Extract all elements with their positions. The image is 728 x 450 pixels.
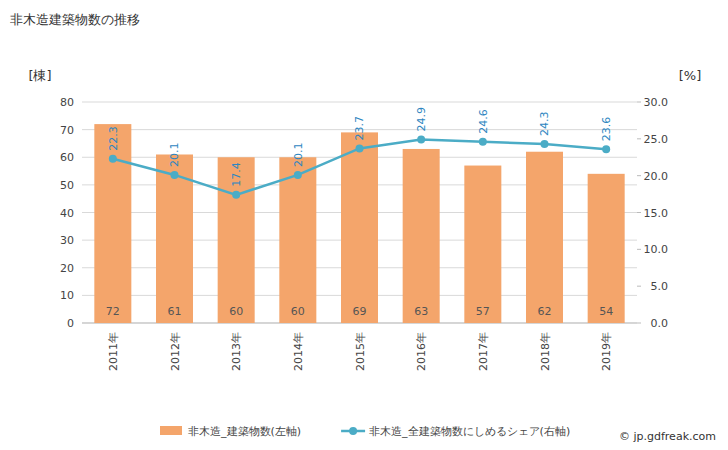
marker bbox=[294, 171, 302, 179]
y-label: [棟] bbox=[28, 68, 51, 83]
x-tick-label: 2018年 bbox=[539, 332, 552, 371]
marker bbox=[171, 171, 179, 179]
y2-tick-label: 20.0 bbox=[644, 170, 669, 183]
bar-label: 72 bbox=[106, 305, 120, 318]
bar bbox=[94, 124, 131, 323]
y2-tick bbox=[637, 249, 641, 250]
x-tick-label: 2012年 bbox=[169, 332, 182, 371]
y-tick-label: 70 bbox=[60, 124, 74, 137]
bar bbox=[403, 149, 440, 323]
line-label: 23.6 bbox=[600, 117, 613, 142]
y-tick-label: 60 bbox=[60, 151, 74, 164]
bar bbox=[218, 157, 255, 323]
bar-label: 57 bbox=[476, 305, 490, 318]
y2-tick bbox=[637, 138, 641, 139]
y2-tick bbox=[637, 175, 641, 176]
line-label: 20.1 bbox=[292, 142, 305, 167]
legend-label: 非木造_建築物数(左軸) bbox=[188, 425, 301, 438]
x-tick-label: 2017年 bbox=[477, 332, 490, 371]
x-tick-label: 2015年 bbox=[354, 332, 367, 371]
x-tick-label: 2013年 bbox=[230, 332, 243, 371]
y2-tick bbox=[637, 323, 641, 324]
bar bbox=[526, 152, 563, 323]
line bbox=[113, 140, 606, 195]
marker bbox=[109, 155, 117, 163]
bar bbox=[588, 174, 625, 323]
grid-line bbox=[82, 102, 637, 103]
x-tick-label: 2014年 bbox=[292, 332, 305, 371]
bar-label: 61 bbox=[168, 305, 182, 318]
plot-area bbox=[94, 124, 624, 323]
bar-label: 60 bbox=[291, 305, 305, 318]
title: 非木造建築物数の推移 bbox=[10, 12, 140, 27]
bar-label: 62 bbox=[538, 305, 552, 318]
line-label: 22.3 bbox=[107, 126, 120, 151]
y-tick-label: 40 bbox=[60, 207, 74, 220]
y2-label: [%] bbox=[679, 68, 702, 83]
bar-label: 69 bbox=[353, 305, 367, 318]
marker bbox=[356, 144, 364, 152]
y2-tick-label: 15.0 bbox=[644, 207, 669, 220]
y2-tick-label: 10.0 bbox=[644, 243, 669, 256]
line-label: 24.9 bbox=[415, 107, 428, 132]
x-tick-label: 2011年 bbox=[107, 332, 120, 371]
bar bbox=[464, 166, 501, 323]
y-tick-label: 50 bbox=[60, 179, 74, 192]
y2-tick-label: 25.0 bbox=[644, 133, 669, 146]
bar-label: 63 bbox=[414, 305, 428, 318]
marker bbox=[417, 136, 425, 144]
y-tick-label: 0 bbox=[67, 317, 74, 330]
bar-label: 54 bbox=[599, 305, 613, 318]
source: © jp.gdfreak.com bbox=[619, 430, 716, 443]
y2-tick bbox=[637, 212, 641, 213]
y-tick-label: 30 bbox=[60, 234, 74, 247]
y2-tick-label: 0.0 bbox=[651, 317, 669, 330]
line-label: 23.7 bbox=[354, 116, 367, 141]
line-label: 24.6 bbox=[477, 109, 490, 134]
line-label: 24.3 bbox=[539, 111, 552, 136]
y2-tick bbox=[637, 102, 641, 103]
y-tick-label: 20 bbox=[60, 262, 74, 275]
line-label: 17.4 bbox=[230, 162, 243, 187]
legend-swatch bbox=[349, 427, 357, 435]
y2-tick bbox=[637, 286, 641, 287]
legend-label: 非木造_全建築物数にしめるシェア(右軸) bbox=[369, 425, 570, 438]
y2-tick-label: 5.0 bbox=[651, 280, 669, 293]
y-tick-label: 80 bbox=[60, 96, 74, 109]
marker bbox=[479, 138, 487, 146]
marker bbox=[602, 145, 610, 153]
line-label: 20.1 bbox=[169, 142, 182, 167]
marker bbox=[541, 140, 549, 148]
x-tick-label: 2016年 bbox=[415, 332, 428, 371]
x-tick-label: 2019年 bbox=[600, 332, 613, 371]
bar bbox=[279, 157, 316, 323]
bar-label: 60 bbox=[229, 305, 243, 318]
y2-tick-label: 30.0 bbox=[644, 96, 669, 109]
bar bbox=[341, 132, 378, 323]
y-tick-label: 10 bbox=[60, 289, 74, 302]
chart: 非木造建築物数の推移 [棟] [%] 0 10 20 30 40 50 60 70 80 0.0 5.0 1… bbox=[0, 0, 728, 450]
marker bbox=[232, 191, 240, 199]
legend-swatch bbox=[160, 426, 182, 435]
